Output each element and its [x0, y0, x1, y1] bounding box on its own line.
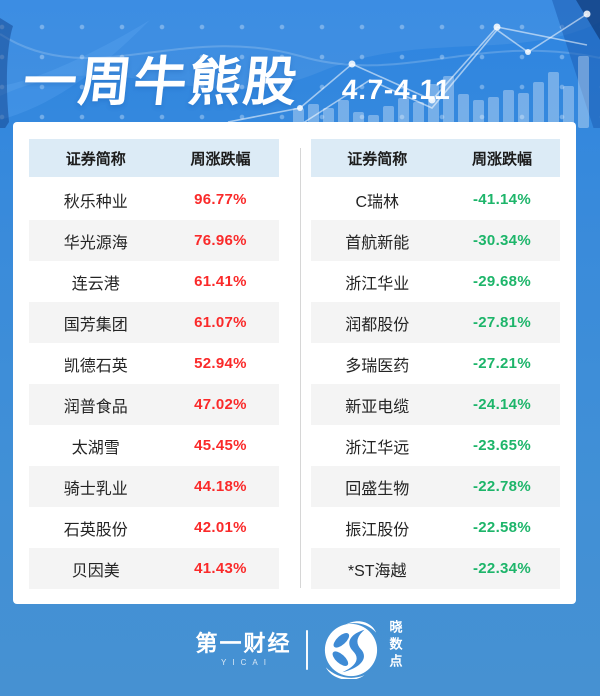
losers-rows: C瑞林 -41.14% 首航新能 -30.34% 浙江华业 -29.68% 润都股份 -27.…	[310, 179, 561, 589]
stock-change: 45.45%	[194, 437, 247, 454]
logo-s-swoosh	[341, 629, 365, 673]
stock-change: 52.94%	[194, 355, 247, 372]
stock-change: 42.01%	[194, 519, 247, 536]
wave-shape-2	[0, 20, 150, 120]
table-row: 秋乐种业 96.77%	[29, 179, 279, 220]
stock-change: 76.96%	[194, 232, 247, 249]
stock-change: -22.34%	[472, 560, 531, 577]
left-edge-shade	[0, 18, 13, 128]
stock-name: 润普食品	[63, 398, 128, 416]
right-corner-shade	[576, 0, 600, 40]
table-row: 连云港 61.41%	[29, 261, 279, 302]
table-row: 石英股份 42.01%	[29, 507, 279, 548]
gainers-table-header: 证券简称 周涨跌幅	[29, 139, 279, 177]
stock-change: 44.18%	[194, 478, 247, 495]
table-row: C瑞林 -41.14%	[311, 179, 561, 220]
stock-change: -29.68%	[472, 273, 531, 290]
header-banner: 一周牛熊股 4.7-4.11	[0, 0, 600, 128]
table-row: 华光源海 76.96%	[29, 220, 279, 261]
table-row: 润普食品 47.02%	[29, 384, 279, 425]
stock-name: C瑞林	[355, 193, 399, 211]
table-row: 贝因美 41.43%	[29, 548, 279, 589]
decorative-line-chart-icon	[227, 10, 591, 126]
table-row: 回盛生物 -22.78%	[310, 466, 560, 507]
stock-name: 凯德石英	[63, 357, 128, 375]
stock-change: -22.58%	[472, 519, 531, 536]
yicai-logo-subtext: YICAI	[221, 658, 272, 667]
wave-line	[0, 33, 600, 67]
table-divider	[300, 148, 301, 588]
stock-name: *ST海越	[347, 562, 407, 580]
table-row: 新亚电缆 -24.14%	[310, 384, 560, 425]
yicai-logo: 第一财经 YICAI	[195, 633, 291, 667]
stock-name: 回盛生物	[345, 480, 410, 498]
xiaoshudian-logo-icon	[324, 621, 377, 679]
footer: 第一财经 YICAI 晓数点	[0, 604, 600, 696]
stock-change: 47.02%	[194, 396, 247, 413]
table-row: 多瑞医药 -27.21%	[311, 343, 561, 384]
stock-name: 太湖雪	[71, 439, 120, 457]
stock-change: -22.78%	[472, 478, 531, 495]
losers-table-header: 证券简称 周涨跌幅	[310, 139, 560, 177]
stock-change: 96.77%	[194, 191, 247, 208]
stock-name: 连云港	[71, 275, 120, 293]
xiaoshudian-logo: 晓数点	[322, 620, 405, 680]
stock-name: 骑士乳业	[63, 480, 128, 498]
column-header-change: 周涨跌幅	[190, 150, 251, 168]
column-header-change: 周涨跌幅	[471, 150, 532, 168]
stock-name: 多瑞医药	[345, 357, 410, 375]
logo-petals	[332, 633, 349, 666]
stock-name: 浙江华业	[345, 275, 410, 293]
table-row: 凯德石英 52.94%	[29, 343, 279, 384]
table-row: 浙江华业 -29.68%	[311, 261, 561, 302]
column-header-name: 证券简称	[347, 150, 408, 168]
stock-name: 贝因美	[71, 562, 120, 580]
table-row: 润都股份 -27.81%	[310, 302, 560, 343]
stock-name: 国芳集团	[63, 316, 128, 334]
losers-table: 证券简称 周涨跌幅 C瑞林 -41.14% 首航新能 -30.34% 浙江华业 -29.6…	[295, 139, 577, 604]
table-row: *ST海越 -22.34%	[310, 548, 560, 589]
wave-shape	[0, 0, 600, 96]
table-row: 振江股份 -22.58%	[311, 507, 561, 548]
table-row: 首航新能 -30.34%	[310, 220, 560, 261]
column-header-name: 证券简称	[65, 150, 126, 168]
ranking-card: 证券简称 周涨跌幅 秋乐种业 96.77% 华光源海 76.96% 连云港 61.41% 国…	[13, 122, 576, 604]
stock-name: 首航新能	[345, 234, 410, 252]
stock-name: 振江股份	[345, 521, 410, 539]
stock-change: 61.41%	[194, 273, 247, 290]
footer-divider	[305, 630, 308, 670]
page-title: 一周牛熊股	[20, 53, 302, 112]
stock-change: -24.14%	[472, 396, 531, 413]
table-row: 骑士乳业 44.18%	[29, 466, 279, 507]
table-row: 太湖雪 45.45%	[29, 425, 279, 466]
stock-change: -27.21%	[472, 355, 531, 372]
header-decoration	[0, 0, 600, 128]
table-row: 国芳集团 61.07%	[29, 302, 279, 343]
gainers-rows: 秋乐种业 96.77% 华光源海 76.96% 连云港 61.41% 国芳集团 61.07% 凯…	[29, 179, 279, 589]
xiaoshudian-logo-text: 晓数点	[387, 620, 403, 671]
gainers-table: 证券简称 周涨跌幅 秋乐种业 96.77% 华光源海 76.96% 连云港 61.41% 国…	[13, 139, 295, 604]
stock-change: -23.65%	[472, 437, 531, 454]
stock-change: -30.34%	[472, 232, 531, 249]
stock-change: -41.14%	[472, 191, 531, 208]
right-edge-shade	[552, 0, 600, 128]
stock-name: 秋乐种业	[63, 193, 128, 211]
stock-change: 61.07%	[194, 314, 247, 331]
date-range: 4.7-4.11	[341, 74, 453, 105]
stock-name: 石英股份	[63, 521, 128, 539]
stock-name: 浙江华远	[345, 439, 410, 457]
stock-change: 41.43%	[194, 560, 247, 577]
table-row: 浙江华远 -23.65%	[311, 425, 561, 466]
yicai-logo-text: 第一财经	[195, 631, 292, 656]
stock-name: 润都股份	[345, 316, 410, 334]
stock-change: -27.81%	[472, 314, 531, 331]
stock-name: 华光源海	[63, 234, 128, 252]
stock-name: 新亚电缆	[345, 398, 410, 416]
